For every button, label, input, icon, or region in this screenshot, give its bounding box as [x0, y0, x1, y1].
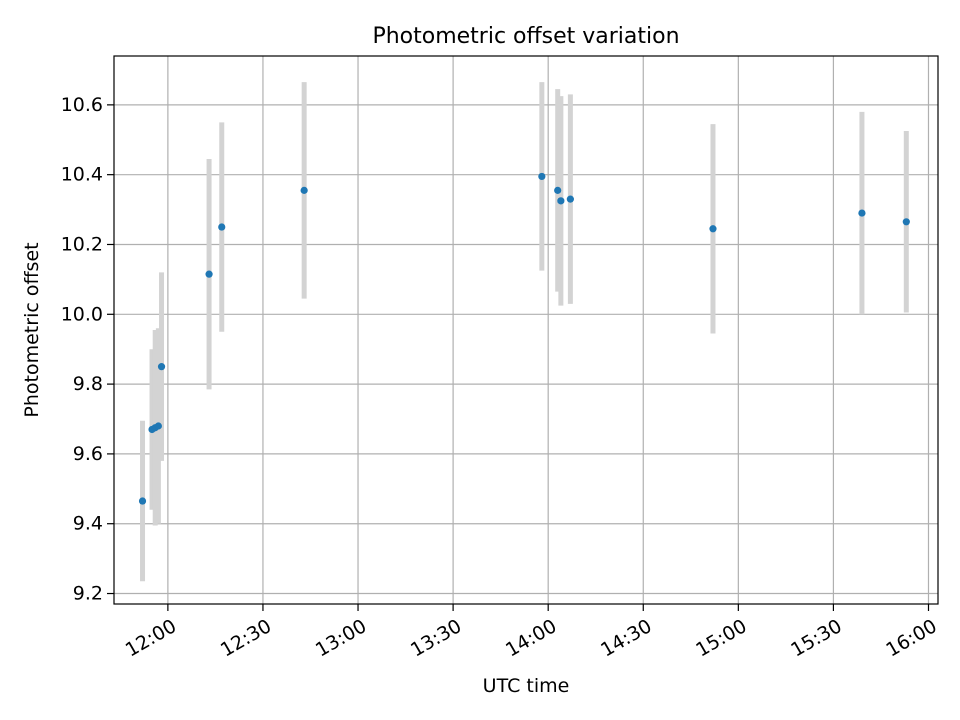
y-tick-label: 10.0 [61, 303, 103, 325]
data-point [554, 186, 562, 194]
y-tick-label: 10.6 [61, 94, 103, 116]
data-point [154, 422, 162, 430]
y-tick-label: 9.2 [73, 583, 103, 605]
data-point [709, 225, 717, 233]
data-point [138, 497, 147, 505]
y-tick-label: 9.4 [73, 513, 103, 535]
data-point [557, 197, 565, 205]
grid [114, 56, 938, 604]
data-point [902, 218, 910, 226]
y-tick-label: 9.8 [73, 373, 103, 395]
data-point [157, 363, 166, 371]
y-tick-label: 10.2 [61, 233, 103, 255]
data-points [138, 172, 910, 505]
data-point [566, 195, 574, 203]
data-point [205, 270, 213, 278]
chart-title: Photometric offset variation [372, 24, 679, 49]
plot-frame [113, 55, 939, 605]
data-point [300, 186, 308, 194]
y-tick-label: 10.4 [61, 164, 103, 186]
data-point [858, 209, 866, 217]
y-axis-label: Photometric offset [21, 242, 43, 417]
data-point [218, 223, 226, 231]
data-point [538, 172, 546, 181]
x-axis-label: UTC time [483, 675, 570, 697]
y-tick-label: 9.6 [73, 443, 103, 465]
